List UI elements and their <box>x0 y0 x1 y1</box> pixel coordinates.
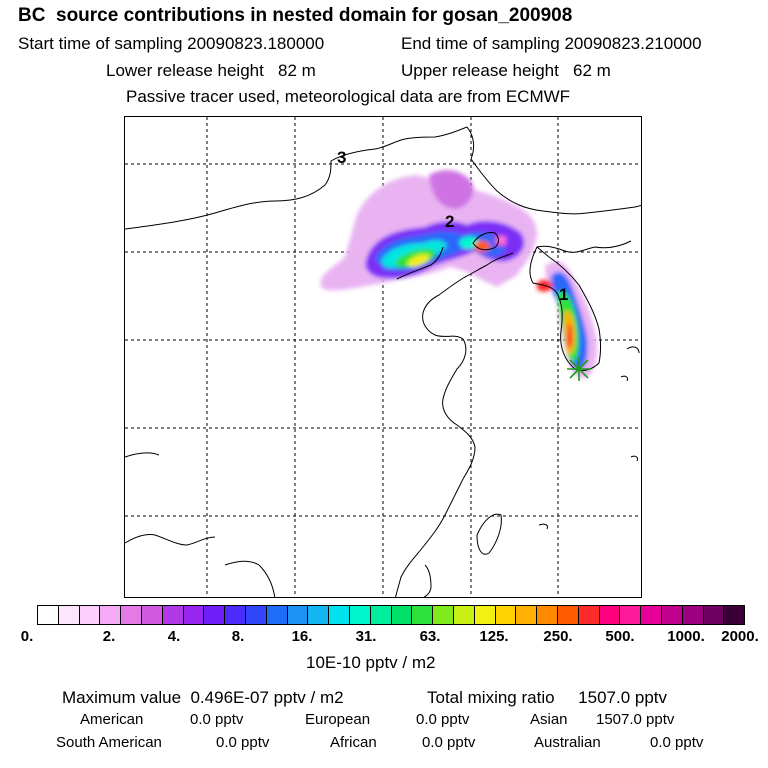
colorbar-tick: 250. <box>543 628 573 645</box>
colorbar-swatch <box>162 606 184 624</box>
colorbar-tick: 500. <box>605 628 635 645</box>
colorbar-swatch <box>370 606 392 624</box>
source-name-australian: Australian <box>534 734 601 751</box>
map-canvas: 1 2 3 <box>125 117 641 597</box>
colorbar-swatch <box>308 606 330 624</box>
upper-release-label: Upper release height 62 m <box>401 61 611 80</box>
colorbar-swatch <box>266 606 288 624</box>
marker-label-1: 1 <box>559 285 568 304</box>
colorbar-swatch <box>58 606 80 624</box>
colorbar-swatch <box>682 606 704 624</box>
source-value-african: 0.0 pptv <box>422 734 476 751</box>
marker-label-2: 2 <box>445 212 454 231</box>
colorbar-swatch <box>100 606 122 624</box>
colorbar-swatch <box>537 606 558 624</box>
colorbar-swatch <box>245 606 267 624</box>
source-value-asian: 1507.0 pptv <box>596 711 675 728</box>
colorbar-swatch <box>724 606 745 624</box>
colorbar-tick: 16. <box>291 628 313 645</box>
colorbar-tick: 63. <box>419 628 441 645</box>
colorbar-swatch <box>329 606 350 624</box>
colorbar-swatch <box>516 606 538 624</box>
page-title: BC source contributions in nested domain… <box>18 5 573 26</box>
source-value-australian: 0.0 pptv <box>650 734 704 751</box>
source-value-south-american: 0.0 pptv <box>216 734 270 751</box>
colorbar-swatch <box>79 606 101 624</box>
start-time-label: Start time of sampling 20090823.180000 <box>18 34 325 53</box>
maximum-value-label: Maximum value 0.496E-07 pptv / m2 <box>62 688 344 707</box>
colorbar-swatch <box>557 606 579 624</box>
lower-release-label: Lower release height 82 m <box>106 61 316 80</box>
colorbar-swatch <box>287 606 309 624</box>
map-panel: 1 2 3 <box>124 116 642 598</box>
colorbar-swatch <box>391 606 413 624</box>
colorbar-swatch <box>661 606 683 624</box>
colorbar-tick: 2000. <box>721 628 759 645</box>
colorbar-tick: 125. <box>479 628 509 645</box>
source-name-african: African <box>330 734 377 751</box>
marker-label-3: 3 <box>337 148 346 167</box>
colorbar-swatch <box>620 606 642 624</box>
colorbar-swatch <box>599 606 621 624</box>
colorbar-swatch <box>703 606 725 624</box>
source-name-american: American <box>80 711 144 728</box>
colorbar-swatch <box>183 606 205 624</box>
colorbar-swatch <box>453 606 475 624</box>
colorbar-swatch <box>412 606 434 624</box>
source-name-south-american: South American <box>56 734 162 751</box>
colorbar-swatch <box>204 606 226 624</box>
colorbar-tick: 4. <box>167 628 181 645</box>
source-name-asian: Asian <box>530 711 568 728</box>
colorbar-tick: 0. <box>20 628 34 645</box>
end-time-label: End time of sampling 20090823.210000 <box>401 34 702 53</box>
colorbar-swatch <box>433 606 454 624</box>
colorbar-swatch <box>578 606 600 624</box>
colorbar-tick: 1000. <box>667 628 705 645</box>
colorbar-swatch <box>641 606 662 624</box>
colorbar-tick: 31. <box>355 628 377 645</box>
colorbar-swatch <box>121 606 142 624</box>
source-value-american: 0.0 pptv <box>190 711 244 728</box>
source-value-european: 0.0 pptv <box>416 711 470 728</box>
colorbar-tick: 2. <box>102 628 116 645</box>
total-mixing-ratio-label: Total mixing ratio 1507.0 pptv <box>427 688 668 707</box>
colorbar-swatch <box>225 606 246 624</box>
colorbar-unit-label: 10E-10 pptv / m2 <box>306 653 436 672</box>
colorbar-swatch <box>495 606 517 624</box>
colorbar-swatch <box>141 606 163 624</box>
receptor-asterisk-icon <box>567 357 591 381</box>
concentration-plume <box>320 170 597 378</box>
source-name-european: European <box>305 711 371 728</box>
color-scale-bar <box>37 605 745 625</box>
colorbar-swatch <box>38 606 59 624</box>
colorbar-swatch <box>474 606 496 624</box>
tracer-note: Passive tracer used, meteorological data… <box>126 87 571 106</box>
colorbar-swatch <box>349 606 371 624</box>
colorbar-tick: 8. <box>231 628 245 645</box>
